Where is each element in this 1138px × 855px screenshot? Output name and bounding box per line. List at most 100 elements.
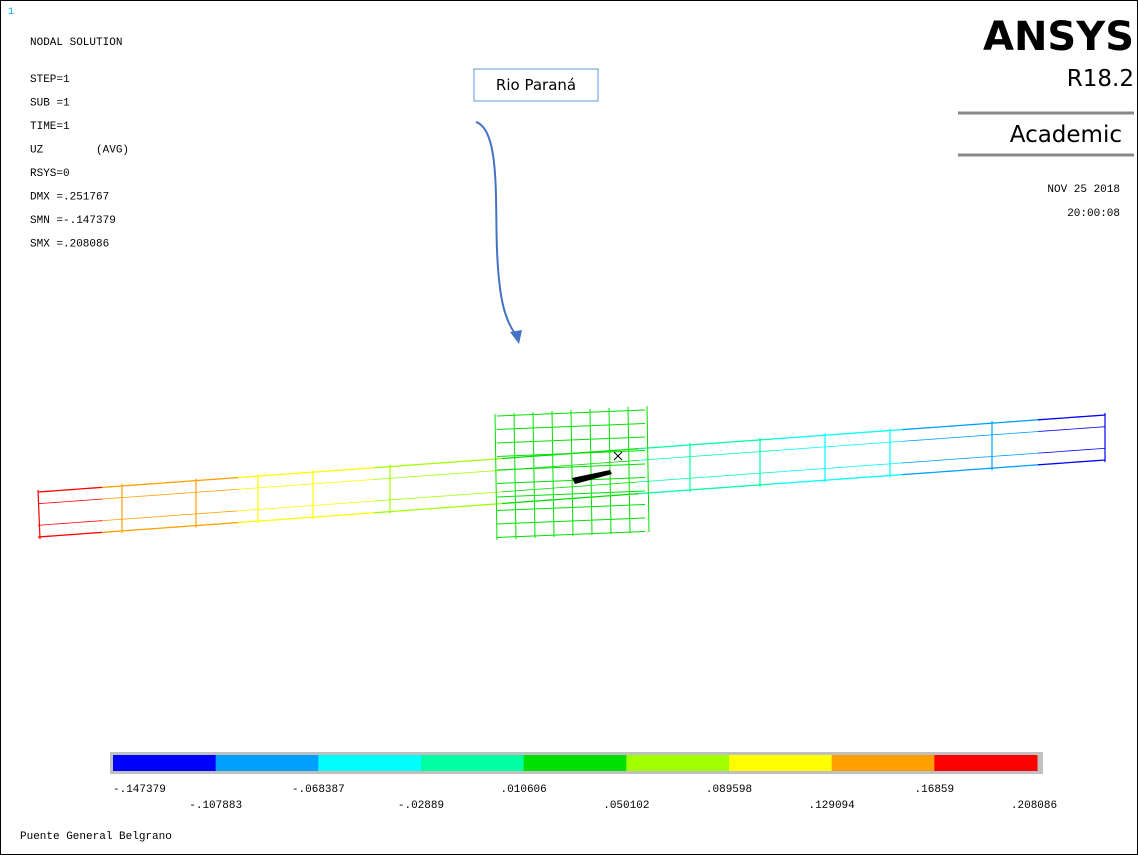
chord (414, 464, 422, 465)
chord (806, 436, 814, 437)
chord (398, 465, 406, 466)
chord (110, 486, 118, 487)
chord (326, 516, 334, 517)
chord (414, 509, 422, 510)
chord (286, 519, 294, 520)
chord (518, 457, 526, 458)
chord (622, 494, 630, 495)
chord (750, 440, 758, 441)
chord (718, 442, 726, 443)
chord (310, 472, 318, 473)
chord (1078, 416, 1086, 417)
chord (950, 426, 958, 427)
legend-swatch (113, 755, 216, 771)
legend-swatch (421, 755, 524, 771)
chord (822, 435, 830, 436)
chord (326, 471, 334, 472)
chord (646, 493, 654, 494)
chord (614, 495, 622, 496)
chord (190, 525, 198, 526)
chord (494, 504, 502, 505)
chord (894, 430, 902, 431)
chord (406, 465, 414, 466)
chord (878, 476, 886, 477)
legend-swatch (524, 755, 627, 771)
chord (102, 532, 110, 533)
chord (190, 480, 198, 481)
chord (150, 483, 158, 484)
chord (246, 521, 254, 522)
chord (454, 461, 462, 462)
chord (718, 487, 726, 488)
chord (774, 483, 782, 484)
legend-label: .089598 (706, 784, 752, 796)
chord (54, 535, 62, 536)
chord (510, 457, 518, 458)
chord (726, 487, 734, 488)
chord (710, 443, 718, 444)
chord (230, 523, 238, 524)
legend-label: .208086 (1011, 800, 1057, 812)
chord (662, 491, 670, 492)
chord (1006, 422, 1014, 423)
chord (438, 463, 446, 464)
date: NOV 25 2018 (1047, 184, 1120, 196)
legend-label: .050102 (603, 800, 649, 812)
info-title: NODAL SOLUTION (30, 37, 122, 49)
chord (638, 448, 646, 449)
chord (302, 517, 310, 518)
chord (390, 466, 398, 467)
chord (94, 487, 102, 488)
chord (542, 500, 550, 501)
chord (94, 532, 102, 533)
chord (494, 459, 502, 460)
chord (38, 536, 46, 537)
chord (854, 433, 862, 434)
chord (86, 488, 94, 489)
chord (878, 431, 886, 432)
legend-swatch (318, 755, 421, 771)
chord (198, 480, 206, 481)
chord (582, 497, 590, 498)
chord (182, 526, 190, 527)
chord (70, 534, 78, 535)
chord (702, 489, 710, 490)
chord (366, 468, 374, 469)
chord (246, 476, 254, 477)
chord (926, 427, 934, 428)
chord (334, 515, 342, 516)
chord (766, 484, 774, 485)
chord (918, 428, 926, 429)
chord (862, 432, 870, 433)
info-line: UZ (AVG) (30, 145, 129, 157)
chord (102, 487, 110, 488)
info-line: RSYS=0 (30, 168, 70, 180)
chord (526, 501, 534, 502)
chord (846, 433, 854, 434)
chord (534, 456, 542, 457)
annotation-label: Rio Paraná (496, 76, 576, 94)
chord (1038, 419, 1046, 420)
info-line: SMX =.208086 (30, 239, 109, 251)
chord (838, 479, 846, 480)
chord (214, 479, 222, 480)
chord (358, 513, 366, 514)
chord (990, 468, 998, 469)
brand-name: ANSYS (983, 14, 1134, 60)
chord (518, 502, 526, 503)
chord (798, 482, 806, 483)
chord (206, 479, 214, 480)
chord (774, 438, 782, 439)
footer: Puente General Belgrano (20, 831, 172, 843)
chord (598, 451, 606, 452)
chord (78, 534, 86, 535)
chord (614, 450, 622, 451)
chord (478, 505, 486, 506)
chord (742, 441, 750, 442)
chord (662, 446, 670, 447)
chord (46, 491, 54, 492)
chord (150, 528, 158, 529)
chord (70, 489, 78, 490)
chord (758, 439, 766, 440)
chord (1030, 420, 1038, 421)
